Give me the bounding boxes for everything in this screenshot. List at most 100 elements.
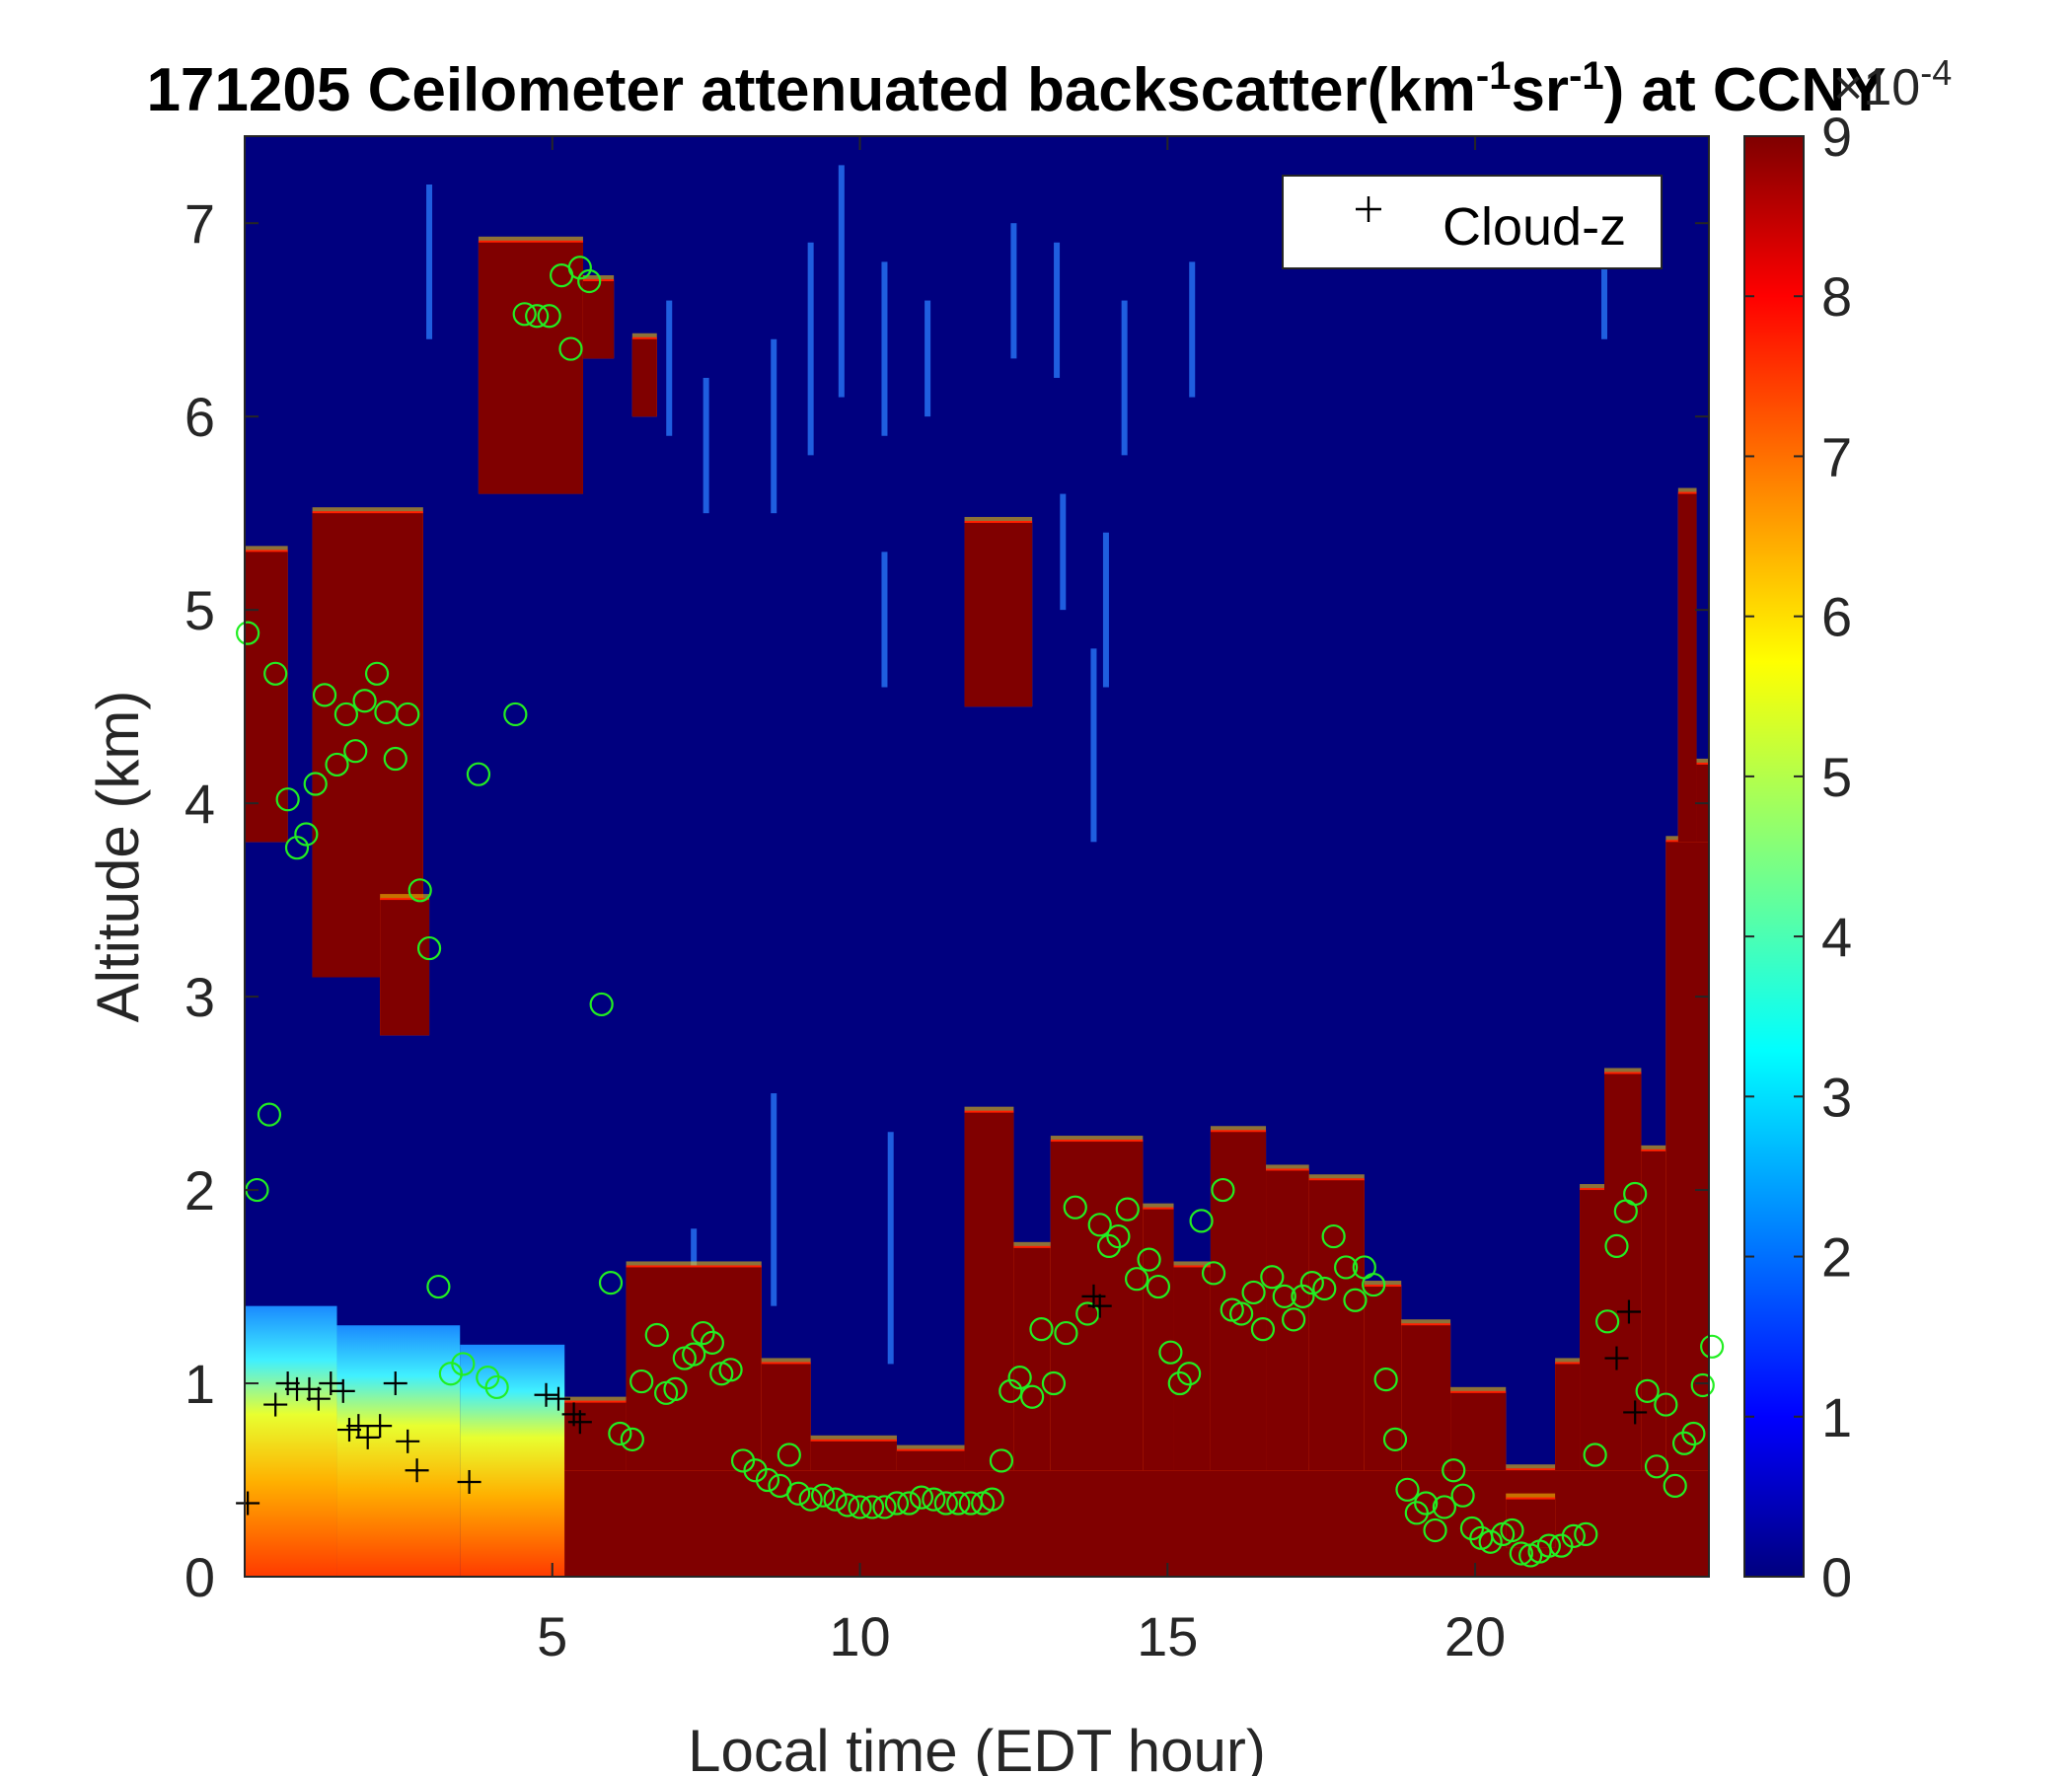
green-circle-point [1450,1483,1475,1508]
saturated-region [380,900,430,1036]
y-tick-label: 3 [185,966,215,1028]
y-tick-label: 2 [185,1159,215,1221]
cloud-z-point [1604,1346,1629,1370]
green-circle-point [1334,1255,1359,1280]
green-circle-point [284,836,310,860]
weak-streak [771,1093,777,1306]
weak-streak [703,377,709,514]
green-circle-point [1574,1521,1598,1546]
colorbar-tick-label: 3 [1821,1066,1852,1128]
green-circle-point [786,1481,811,1506]
x-axis-label: Local time (EDT hour) [688,1718,1266,1776]
weak-streak [1010,223,1017,359]
green-circle-point [933,1491,958,1516]
x-tick-label: 5 [537,1605,567,1667]
x-tick-label: 10 [829,1605,890,1667]
green-circle-point [1007,1366,1032,1390]
green-circle-point [1211,1177,1235,1203]
y-tick-label: 0 [185,1546,215,1608]
green-circle-point [537,304,561,329]
green-circle-point [236,621,260,645]
green-circle-point [1663,1473,1687,1498]
green-circle-point [525,304,550,329]
weak-streak [1601,203,1607,339]
colorbar-multiplier: ×10-4 [1833,52,1952,117]
green-circle-point [1681,1421,1706,1446]
green-circle-point [352,689,377,713]
green-circle-point [257,1102,282,1127]
green-circle-point [1201,1261,1226,1286]
green-circle-point [608,1421,632,1446]
saturated-region [1013,1247,1051,1471]
cloud-z-point [547,1386,570,1411]
green-circle-point [343,739,368,764]
green-circle-point [859,1495,885,1519]
colorbar-tick-label: 9 [1821,106,1852,168]
green-circle-point [1583,1443,1607,1467]
cloud-z-markers-layer [236,1284,1648,1516]
cloud-z-point [567,1410,592,1435]
green-circle-point [682,1342,706,1367]
green-circle-point [312,683,337,707]
green-circle-point [1063,1195,1087,1220]
green-circle-point [503,702,528,727]
green-circle-point [1282,1307,1306,1332]
green-circle-point [1595,1309,1620,1334]
weak-streaks-layer [426,165,1607,1403]
plot-area [236,135,1725,1578]
green-circle-point [1478,1529,1503,1554]
green-circle-point [884,1491,910,1516]
colorbar-multiplier-exp: -4 [1920,52,1952,93]
weak-streak [1060,493,1067,611]
green-circle-point [303,772,328,796]
saturated-region [1677,493,1697,843]
green-circle-point [1106,1223,1131,1249]
y-tick-label: 6 [185,386,215,448]
boundary-layer-cell [336,1325,461,1577]
green-circle-point [1423,1517,1447,1543]
green-circle-point [1029,1317,1054,1342]
saturated-region [964,522,1033,707]
green-circle-point [1137,1247,1161,1272]
weak-streak [771,338,777,514]
green-circle-point [396,702,420,727]
green-circle-point [1041,1370,1067,1396]
saturated-region [245,552,288,843]
saturated-region [964,1112,1014,1471]
green-circle-point [1177,1362,1202,1386]
green-circle-point [777,1443,801,1467]
cloud-z-point [297,1376,322,1401]
green-circle-point [426,1274,451,1299]
green-circle-point [730,1448,756,1473]
colorbar-tick-label: 6 [1821,586,1852,648]
y-tick-label: 1 [185,1353,215,1415]
green-circle-point [567,256,592,280]
cloud-z-point [337,1418,361,1443]
green-circle-point [980,1487,1004,1512]
legend-marker-plus [1356,196,1381,222]
saturated-region [626,1267,762,1471]
green-circle-point [1635,1378,1660,1403]
saturated-region [761,1364,811,1471]
cloud-z-point [1616,1299,1641,1324]
green-circle-point [1561,1523,1586,1548]
green-circle-point [1414,1491,1439,1516]
cloud-z-point [355,1425,380,1449]
y-axis: 0 1 2 3 4 5 6 7 [185,192,1709,1608]
green-circle-point [1291,1284,1315,1308]
weak-streak [881,552,888,688]
x-axis: 5 10 15 20 [537,136,1506,1667]
saturated-region [478,242,583,494]
green-circle-point [325,752,349,777]
green-circle-point [835,1493,860,1517]
weak-streak [1090,648,1097,843]
x-tick-label: 15 [1137,1605,1198,1667]
green-circle-point [1623,1181,1648,1207]
colorbar-multiplier-base: ×10 [1833,59,1920,116]
green-circle-point [466,762,491,786]
green-circle-point [1125,1267,1149,1292]
green-circle-point [663,1376,688,1402]
cloud-z-point [331,1378,355,1403]
green-circle-point [1373,1368,1398,1392]
